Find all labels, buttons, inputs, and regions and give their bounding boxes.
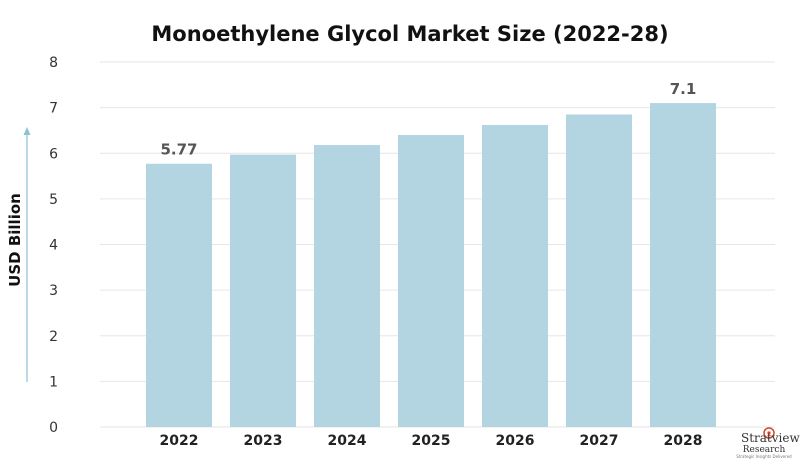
y-tick-label: 1	[49, 374, 58, 390]
y-tick-label: 5	[49, 192, 58, 208]
y-tick-label: 2	[49, 329, 58, 345]
y-tick-label: 7	[49, 101, 58, 117]
y-axis-ticks: 0 1 2 3 4 5 6 7 8	[49, 55, 58, 436]
y-axis-arrow-head	[23, 127, 31, 135]
logo-line1: Stratview™	[741, 431, 801, 445]
bar-2027	[566, 114, 632, 427]
y-tick-label: 3	[49, 283, 58, 299]
bar-series	[146, 103, 716, 428]
logo-target-center	[767, 431, 771, 435]
y-tick-label: 4	[49, 238, 58, 254]
y-axis-label: USD Billion	[6, 193, 24, 287]
bar-2025	[398, 135, 464, 427]
logo-line2: Research	[743, 445, 786, 455]
x-axis-ticks: 2022 2023 2024 2025 2026 2027 2028	[160, 433, 703, 449]
x-tick-label: 2028	[664, 433, 703, 449]
bar-2023	[230, 154, 296, 427]
stratview-logo: Stratview™ Research Strategic Insights D…	[736, 427, 801, 459]
bar-2028	[650, 103, 716, 427]
chart-title: Monoethylene Glycol Market Size (2022-28…	[151, 22, 668, 46]
data-labels: 5.77 7.1	[160, 80, 696, 159]
x-tick-label: 2026	[496, 433, 535, 449]
x-tick-label: 2022	[160, 433, 199, 449]
x-tick-label: 2025	[412, 433, 451, 449]
x-tick-label: 2023	[244, 433, 283, 449]
bar-2026	[482, 124, 548, 428]
y-tick-label: 8	[49, 55, 58, 71]
logo-tagline: Strategic Insights Delivered	[736, 454, 792, 459]
y-tick-label: 6	[49, 146, 58, 162]
data-label-2028: 7.1	[670, 80, 697, 98]
y-tick-label: 0	[49, 420, 58, 436]
logo-target-icon	[763, 427, 775, 439]
x-tick-label: 2027	[580, 433, 619, 449]
bar-2024	[314, 145, 380, 427]
data-label-2022: 5.77	[160, 141, 197, 159]
x-tick-label: 2024	[328, 433, 367, 449]
bar-2022	[146, 163, 212, 427]
